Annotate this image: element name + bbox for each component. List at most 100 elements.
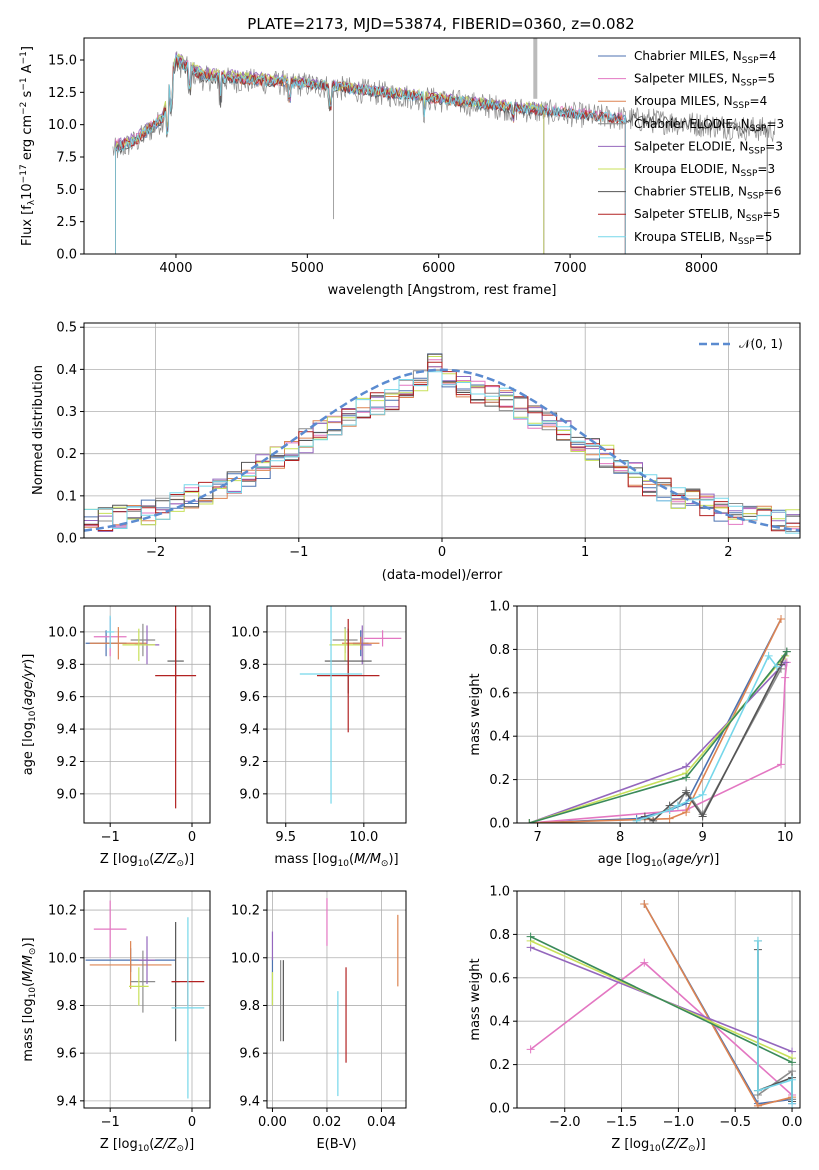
legend-name: Salpeter STELIB, N — [634, 207, 746, 221]
x-tick-label: 9.5 — [275, 830, 296, 845]
y-tick-label: 9.4 — [239, 723, 260, 738]
legend-name: Salpeter MILES, N — [634, 72, 741, 86]
weight-marker — [698, 790, 707, 799]
legend-name: Chabrier STELIB, N — [634, 185, 747, 199]
weight-marker — [698, 812, 707, 821]
x-tick-label: 7000 — [554, 261, 587, 276]
weight-marker — [665, 814, 674, 823]
y-tick-label: 0.8 — [489, 928, 510, 943]
y-tick-label: 9.4 — [56, 723, 77, 738]
figure-title: PLATE=2173, MJD=53874, FIBERID=0360, z=0… — [247, 15, 634, 33]
legend-name: Kroupa STELIB, N — [634, 230, 738, 244]
x-tick-label: 10.0 — [349, 830, 378, 845]
y-tick-label: 9.4 — [56, 1094, 77, 1109]
y-axis-label: Normed distribution — [31, 365, 46, 495]
weight-marker — [753, 1101, 762, 1108]
panel-weight-vs-Z: −2.0 −1.5 −1.0 −0.5 0.0 0.0 0.2 0.4 0.6 0.8 1.0 Z [… — [468, 885, 802, 1155]
y-tick-label: 10.2 — [48, 904, 77, 919]
y-tick-label: 0.2 — [489, 773, 510, 788]
y-axis-label: age [log10(age/yr)] — [21, 654, 38, 776]
y-tick-label: 9.6 — [239, 690, 260, 705]
weight-marker — [665, 805, 674, 814]
y-tick-label: 7.5 — [56, 150, 77, 165]
legend-label: Chabrier MILES, NSSP=4 — [634, 49, 776, 66]
axes-frame — [266, 890, 407, 1109]
weight-line-5 — [529, 655, 786, 823]
y-tick-label: 0.0 — [56, 248, 77, 263]
legend-label: 𝒩(0, 1) — [739, 337, 783, 351]
residual-histogram-8 — [84, 371, 800, 534]
y-tick-label: 0.5 — [56, 321, 77, 336]
y-tick-label: 2.5 — [56, 215, 77, 230]
legend-subscript: SSP — [748, 146, 765, 156]
legend-subscript: SSP — [747, 192, 764, 202]
legend-subscript: SSP — [741, 169, 758, 179]
weight-line-7 — [530, 935, 793, 1064]
legend-nssp: =3 — [757, 162, 775, 176]
legend-nssp: =4 — [750, 94, 768, 108]
x-tick-label: −2 — [146, 545, 165, 560]
legend-subscript: SSP — [738, 237, 755, 247]
x-tick-label: −1 — [289, 545, 308, 560]
weight-marker — [632, 816, 641, 823]
weight-marker — [777, 760, 786, 769]
masked-region — [533, 38, 538, 99]
panel-weight-vs-age: 7 8 9 10 0.0 0.2 0.4 0.6 0.8 1.0 age [log10(age/yr… — [468, 600, 801, 869]
x-tick-label: 0 — [438, 545, 446, 560]
weight-marker — [682, 808, 691, 817]
x-tick-label: 1 — [581, 545, 589, 560]
weight-line-0 — [643, 903, 793, 1105]
model-spectrum-7 — [115, 55, 626, 254]
legend-nssp: =5 — [763, 207, 781, 221]
x-axis-label: (data-model)/error — [382, 568, 503, 583]
model-spectrum-4 — [115, 52, 545, 254]
y-tick-label: 0.4 — [56, 363, 77, 378]
y-tick-label: 10.0 — [231, 625, 260, 640]
y-tick-label: 9.2 — [56, 755, 77, 770]
weight-marker — [753, 936, 762, 945]
y-tick-label: 9.8 — [239, 999, 260, 1014]
legend-label: Kroupa STELIB, NSSP=5 — [634, 230, 772, 247]
weight-marker — [640, 958, 649, 967]
legend-label: Salpeter STELIB, NSSP=5 — [634, 207, 780, 224]
plot-area — [525, 615, 791, 823]
y-tick-label: 9.0 — [239, 787, 260, 802]
x-axis-label: age [log10(age/yr)] — [598, 852, 720, 869]
legend-label: Salpeter ELODIE, NSSP=3 — [634, 139, 783, 156]
y-tick-label: 0.6 — [489, 971, 510, 986]
weight-marker — [673, 801, 682, 810]
model-spectrum-5 — [115, 53, 545, 254]
legend-label: Kroupa MILES, NSSP=4 — [634, 94, 767, 111]
x-tick-label: −1 — [101, 1115, 120, 1130]
plot-area — [84, 353, 800, 534]
y-tick-label: 0.0 — [489, 1102, 510, 1117]
weight-marker — [526, 1045, 535, 1054]
x-tick-label: −2.0 — [549, 1115, 581, 1130]
plot-area — [526, 900, 797, 1108]
x-tick-label: 9 — [699, 830, 707, 845]
legend-name: Kroupa ELODIE, N — [634, 162, 741, 176]
y-axis-label: mass weight — [468, 958, 483, 1040]
panel-mass-vs-Z: −1 0 9.4 9.6 9.8 10.0 10.2 Z [log10(Z/Z⊙)] mass … — [21, 890, 211, 1154]
y-tick-label: 0.4 — [489, 1015, 510, 1030]
legend-name: Salpeter ELODIE, N — [634, 139, 748, 153]
legend-subscript: SSP — [741, 79, 758, 89]
model-spectrum-6 — [115, 59, 768, 254]
plot-area — [85, 900, 205, 1099]
x-axis-label: Z [log10(Z/Z⊙)] — [100, 852, 194, 869]
y-tick-label: 1.0 — [489, 885, 510, 900]
y-tick-label: 9.8 — [56, 658, 77, 673]
panel-age-vs-Z: −1 0 9.0 9.2 9.4 9.6 9.8 10.0 Z [log10(Z/Z⊙)] age… — [21, 605, 211, 869]
x-tick-label: 5000 — [291, 261, 324, 276]
x-tick-label: 0.0 — [782, 1115, 803, 1130]
y-tick-label: 0.2 — [56, 447, 77, 462]
weight-marker — [764, 651, 773, 660]
panel-residuals: −2 −1 0 1 2 0.0 0.1 0.2 0.3 0.4 0.5 𝒩(0, 1) (data-mo… — [31, 321, 801, 583]
plot-area — [271, 898, 399, 1097]
legend-name: Chabrier MILES, N — [634, 49, 742, 63]
axes-frame — [83, 605, 211, 824]
weight-marker — [525, 819, 534, 823]
x-tick-label: 8 — [616, 830, 624, 845]
legend-nssp: =5 — [755, 230, 773, 244]
